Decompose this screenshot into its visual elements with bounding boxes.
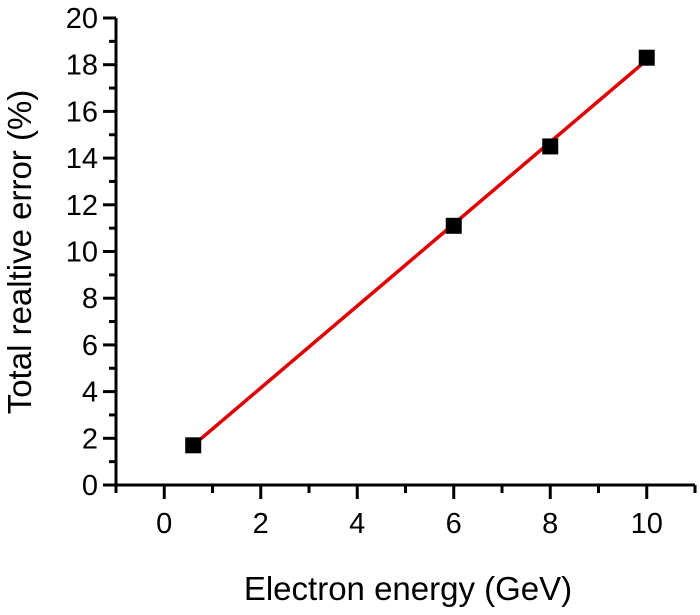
tick-labels: 0 2 4 6 8 10 12 14 16 18 20 0 2 4 6 8 10 xyxy=(66,3,663,540)
x-tick-label: 6 xyxy=(446,508,462,540)
x-tick-label: 8 xyxy=(542,508,558,540)
y-axis-title: Total realtive error (%) xyxy=(1,90,38,415)
data-point xyxy=(445,217,462,234)
y-tick-label: 10 xyxy=(66,237,98,269)
y-tick-label: 20 xyxy=(66,3,98,35)
x-tick-label: 0 xyxy=(156,508,172,540)
x-tick-label: 4 xyxy=(349,508,365,540)
y-tick-label: 2 xyxy=(82,423,98,455)
axes xyxy=(114,18,695,487)
data-point xyxy=(185,437,202,454)
y-tick-label: 8 xyxy=(82,283,98,315)
x-tick-label: 2 xyxy=(253,508,269,540)
y-tick-label: 4 xyxy=(82,377,98,409)
data-point xyxy=(638,49,655,66)
data-point xyxy=(542,138,559,155)
x-axis-title: Electron energy (GeV) xyxy=(244,570,572,607)
y-tick-label: 18 xyxy=(66,50,98,82)
y-tick-label: 0 xyxy=(82,470,98,502)
plot-area xyxy=(185,49,655,454)
ticks xyxy=(103,16,697,499)
fit-line xyxy=(192,58,648,447)
y-tick-label: 16 xyxy=(66,96,98,128)
y-tick-label: 6 xyxy=(82,330,98,362)
y-tick-label: 12 xyxy=(66,190,98,222)
x-tick-label: 10 xyxy=(631,508,663,540)
y-tick-label: 14 xyxy=(66,143,98,175)
